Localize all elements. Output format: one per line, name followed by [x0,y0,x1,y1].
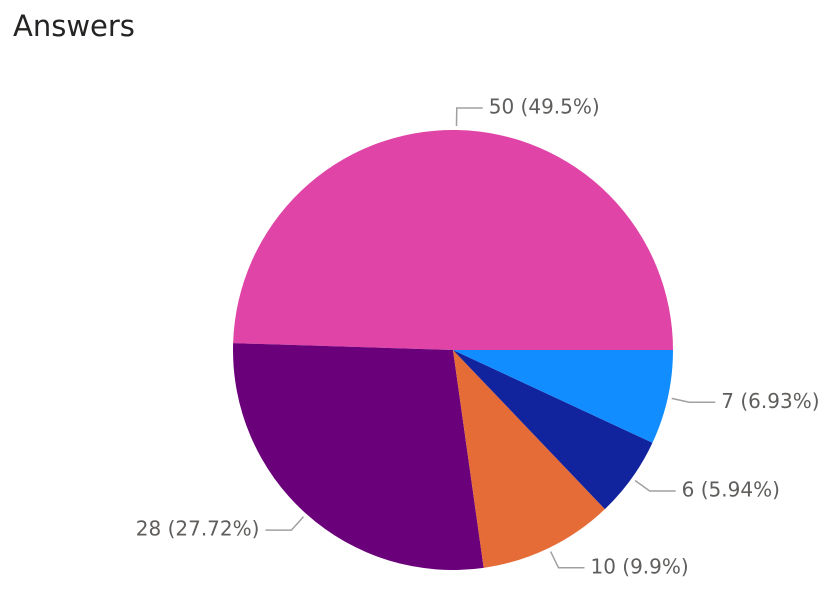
pie-slice [453,350,673,443]
data-label: 50 (49.5%) [489,95,600,119]
data-label: 28 (27.72%) [136,517,260,541]
leader-line [455,107,483,127]
leader-line [671,397,716,404]
pie-slice [233,343,484,570]
data-label: 7 (6.93%) [721,389,819,413]
leader-line [265,516,305,531]
data-label: 6 (5.94%) [682,478,780,502]
chart-title: Answers [13,9,135,43]
pie-slice [233,129,673,350]
pie-slice [453,350,653,510]
pie-slice [453,350,605,568]
data-label: 10 (9.9%) [590,554,688,578]
leader-line [549,551,585,569]
leader-line [634,479,676,492]
